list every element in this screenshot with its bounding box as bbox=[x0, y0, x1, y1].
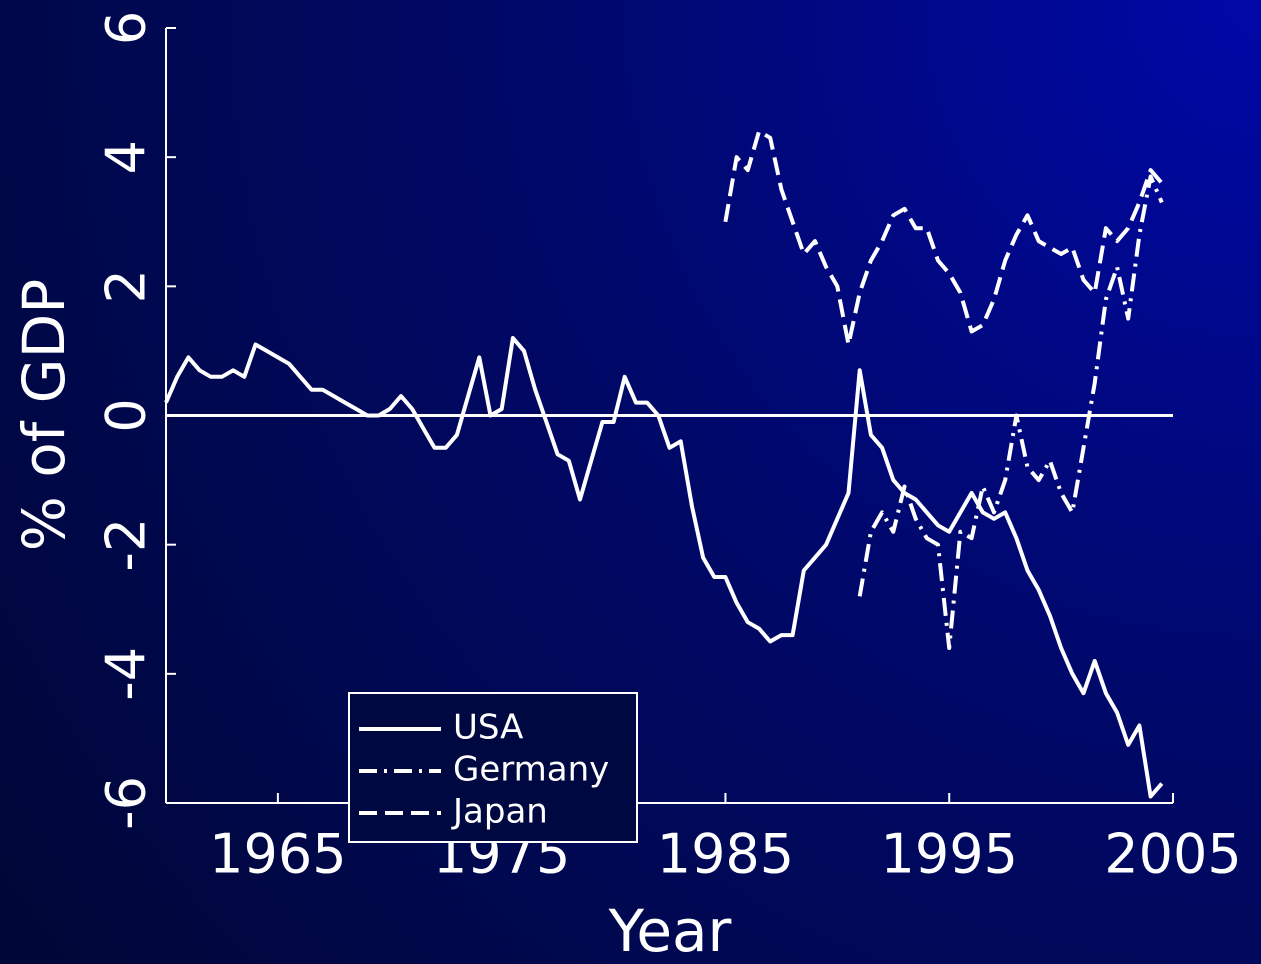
series-line bbox=[164, 336, 1164, 799]
x-tick-label: 2005 bbox=[1104, 823, 1241, 886]
series-line bbox=[723, 129, 1164, 347]
y-tick-label: 6 bbox=[95, 11, 158, 45]
legend-label: USA bbox=[453, 708, 523, 748]
y-tick-label: 0 bbox=[95, 398, 158, 432]
y-tick-label: -6 bbox=[95, 776, 158, 830]
x-tick-label: 1995 bbox=[881, 823, 1018, 886]
y-axis-label: % of GDP bbox=[10, 279, 78, 551]
y-tick-label: 4 bbox=[95, 140, 158, 174]
series-line bbox=[857, 174, 1164, 650]
x-axis-label: Year bbox=[608, 897, 732, 964]
legend-label: Germany bbox=[453, 750, 609, 790]
x-tick-label: 1965 bbox=[209, 823, 346, 886]
y-tick-label: -2 bbox=[95, 518, 158, 572]
legend-label: Japan bbox=[451, 792, 548, 832]
y-tick-label: -4 bbox=[95, 647, 158, 701]
legend-box bbox=[348, 692, 638, 843]
x-tick-label: 1985 bbox=[657, 823, 794, 886]
y-tick-label: 2 bbox=[95, 269, 158, 303]
